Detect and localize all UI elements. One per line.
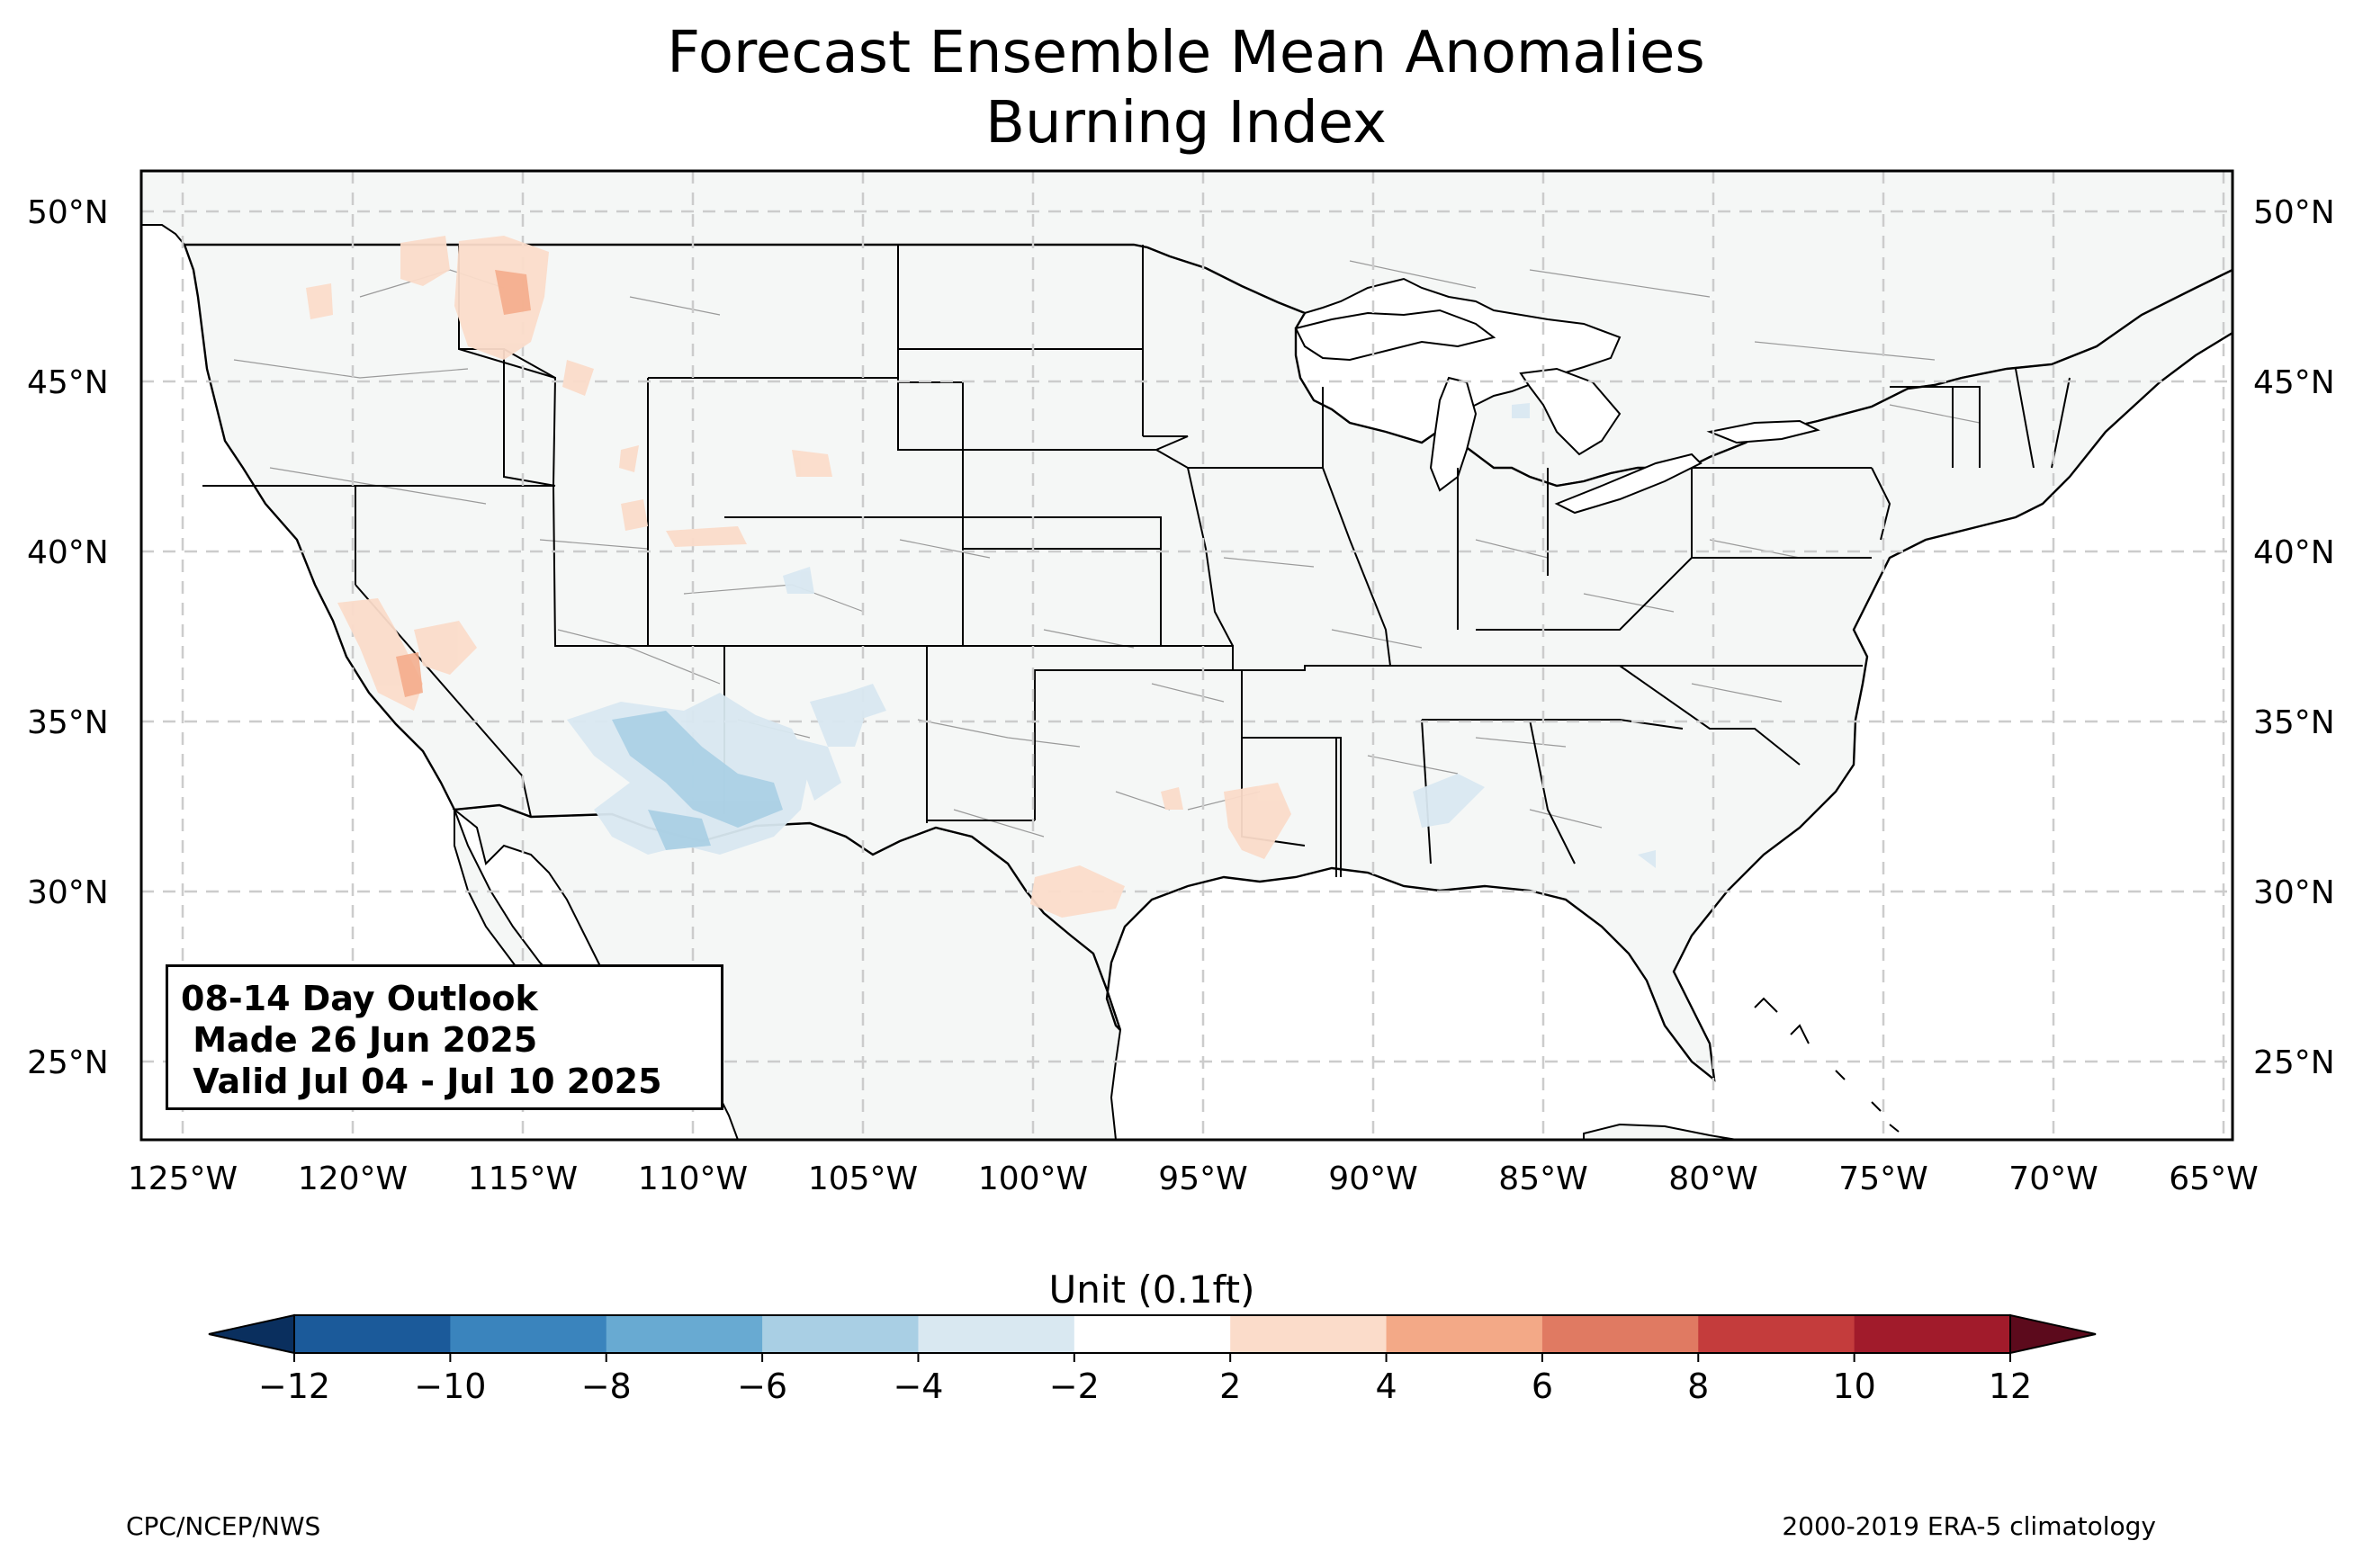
outlook-valid-range: Valid Jul 04 - Jul 10 2025 (181, 1062, 662, 1101)
lon-label: 65°W (2169, 1160, 2258, 1197)
colorbar-segment (918, 1315, 1075, 1353)
lon-label: 100°W (978, 1160, 1088, 1197)
lat-label: 45°N (2253, 364, 2335, 401)
lon-labels: 125°W 120°W 115°W 110°W 105°W 100°W 95°W… (128, 1160, 2259, 1197)
footer-climatology: 2000-2019 ERA-5 climatology (1782, 1511, 2156, 1541)
colorbar-segment (606, 1315, 763, 1353)
colorbar-tick-label: −6 (737, 1366, 787, 1406)
lat-label: 40°N (27, 534, 109, 571)
colorbar-tick-label: −10 (414, 1366, 486, 1406)
colorbar-tick-label: −2 (1049, 1366, 1100, 1406)
lat-labels-right: 50°N 45°N 40°N 35°N 30°N 25°N (2253, 194, 2335, 1081)
lat-label: 50°N (27, 194, 109, 231)
colorbar-tick-label: −4 (893, 1366, 943, 1406)
colorbar-segment (450, 1315, 607, 1353)
lon-label: 110°W (638, 1160, 748, 1197)
negative-anomaly-cores (612, 711, 783, 850)
lon-label: 70°W (2008, 1160, 2098, 1197)
colorbar-tick-label: −12 (258, 1366, 330, 1406)
colorbar-segment (762, 1315, 919, 1353)
colorbar-tick-label: 4 (1375, 1366, 1397, 1406)
colorbar-tick-label: 6 (1532, 1366, 1553, 1406)
colorbar-over-extend (2009, 1313, 2097, 1355)
lake-ontario (1706, 419, 1820, 444)
lon-label: 85°W (1498, 1160, 1587, 1197)
lat-label: 50°N (2253, 194, 2335, 231)
colorbar-under-extend (208, 1313, 295, 1355)
colorbar-outline (293, 1314, 2011, 1354)
colorbar-tick-label: 8 (1687, 1366, 1709, 1406)
colorbar-ticks: −12 −10 −8 −6 −4 −2 2 4 6 8 10 12 (258, 1353, 2032, 1406)
colorbar-tick-label: 2 (1219, 1366, 1241, 1406)
lat-label: 30°N (2253, 874, 2335, 911)
positive-anomaly-patches (306, 236, 1291, 918)
lon-label: 120°W (298, 1160, 408, 1197)
lon-label: 75°W (1838, 1160, 1927, 1197)
colorbar-segment (1074, 1315, 1231, 1353)
colorbar-segment (1230, 1315, 1388, 1353)
lake-michigan (1429, 376, 1478, 492)
lat-label: 35°N (27, 704, 109, 741)
lat-label: 40°N (2253, 534, 2335, 571)
outlook-info-box: 08-14 Day Outlook Made 26 Jun 2025 Valid… (166, 964, 723, 1110)
lon-label: 90°W (1328, 1160, 1417, 1197)
colorbar-tick-label: −8 (581, 1366, 632, 1406)
chart-title: Forecast Ensemble Mean Anomalies (667, 20, 1705, 86)
lat-label: 25°N (27, 1044, 109, 1081)
colorbar-label: Unit (0.1ft) (1049, 1268, 1255, 1312)
lake-erie (1554, 452, 1703, 515)
lon-label: 115°W (468, 1160, 578, 1197)
lat-label: 25°N (2253, 1044, 2335, 1081)
outlook-period: 08-14 Day Outlook (181, 979, 538, 1018)
footer-credit: CPC/NCEP/NWS (126, 1511, 321, 1541)
lat-labels-left: 50°N 45°N 40°N 35°N 30°N 25°N (27, 194, 109, 1081)
positive-anomaly-cores (396, 270, 531, 697)
colorbar-tick-label: 12 (1989, 1366, 2032, 1406)
colorbar-segment (294, 1315, 451, 1353)
colorbar-segment (1698, 1315, 1855, 1353)
lake-huron (1519, 367, 1622, 456)
lon-label: 105°W (808, 1160, 918, 1197)
lat-label: 30°N (27, 874, 109, 911)
colorbar-segment (1386, 1315, 1543, 1353)
colorbar-segment (1541, 1315, 1699, 1353)
lat-label: 45°N (27, 364, 109, 401)
bahamas-islands (1754, 997, 1900, 1133)
lake-superior (1294, 309, 1496, 362)
lon-label: 95°W (1158, 1160, 1247, 1197)
lon-label: 80°W (1668, 1160, 1757, 1197)
lon-label: 125°W (128, 1160, 238, 1197)
lat-label: 35°N (2253, 704, 2335, 741)
chart-subtitle: Burning Index (985, 90, 1387, 157)
colorbar-segment (1854, 1315, 2011, 1353)
colorbar-tick-label: 10 (1832, 1366, 1875, 1406)
map-frame (139, 169, 2234, 1142)
colorbar (208, 1313, 2097, 1355)
cuba-land (1583, 1123, 1738, 1140)
outlook-made-date: Made 26 Jun 2025 (181, 1020, 538, 1060)
